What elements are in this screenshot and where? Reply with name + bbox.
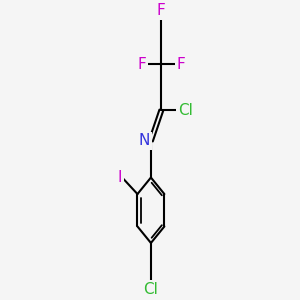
Text: F: F: [177, 57, 185, 72]
Text: N: N: [139, 133, 150, 148]
Text: Cl: Cl: [178, 103, 193, 118]
Text: I: I: [118, 170, 122, 185]
Text: Cl: Cl: [143, 281, 158, 296]
Text: F: F: [157, 4, 166, 19]
Text: F: F: [137, 57, 146, 72]
